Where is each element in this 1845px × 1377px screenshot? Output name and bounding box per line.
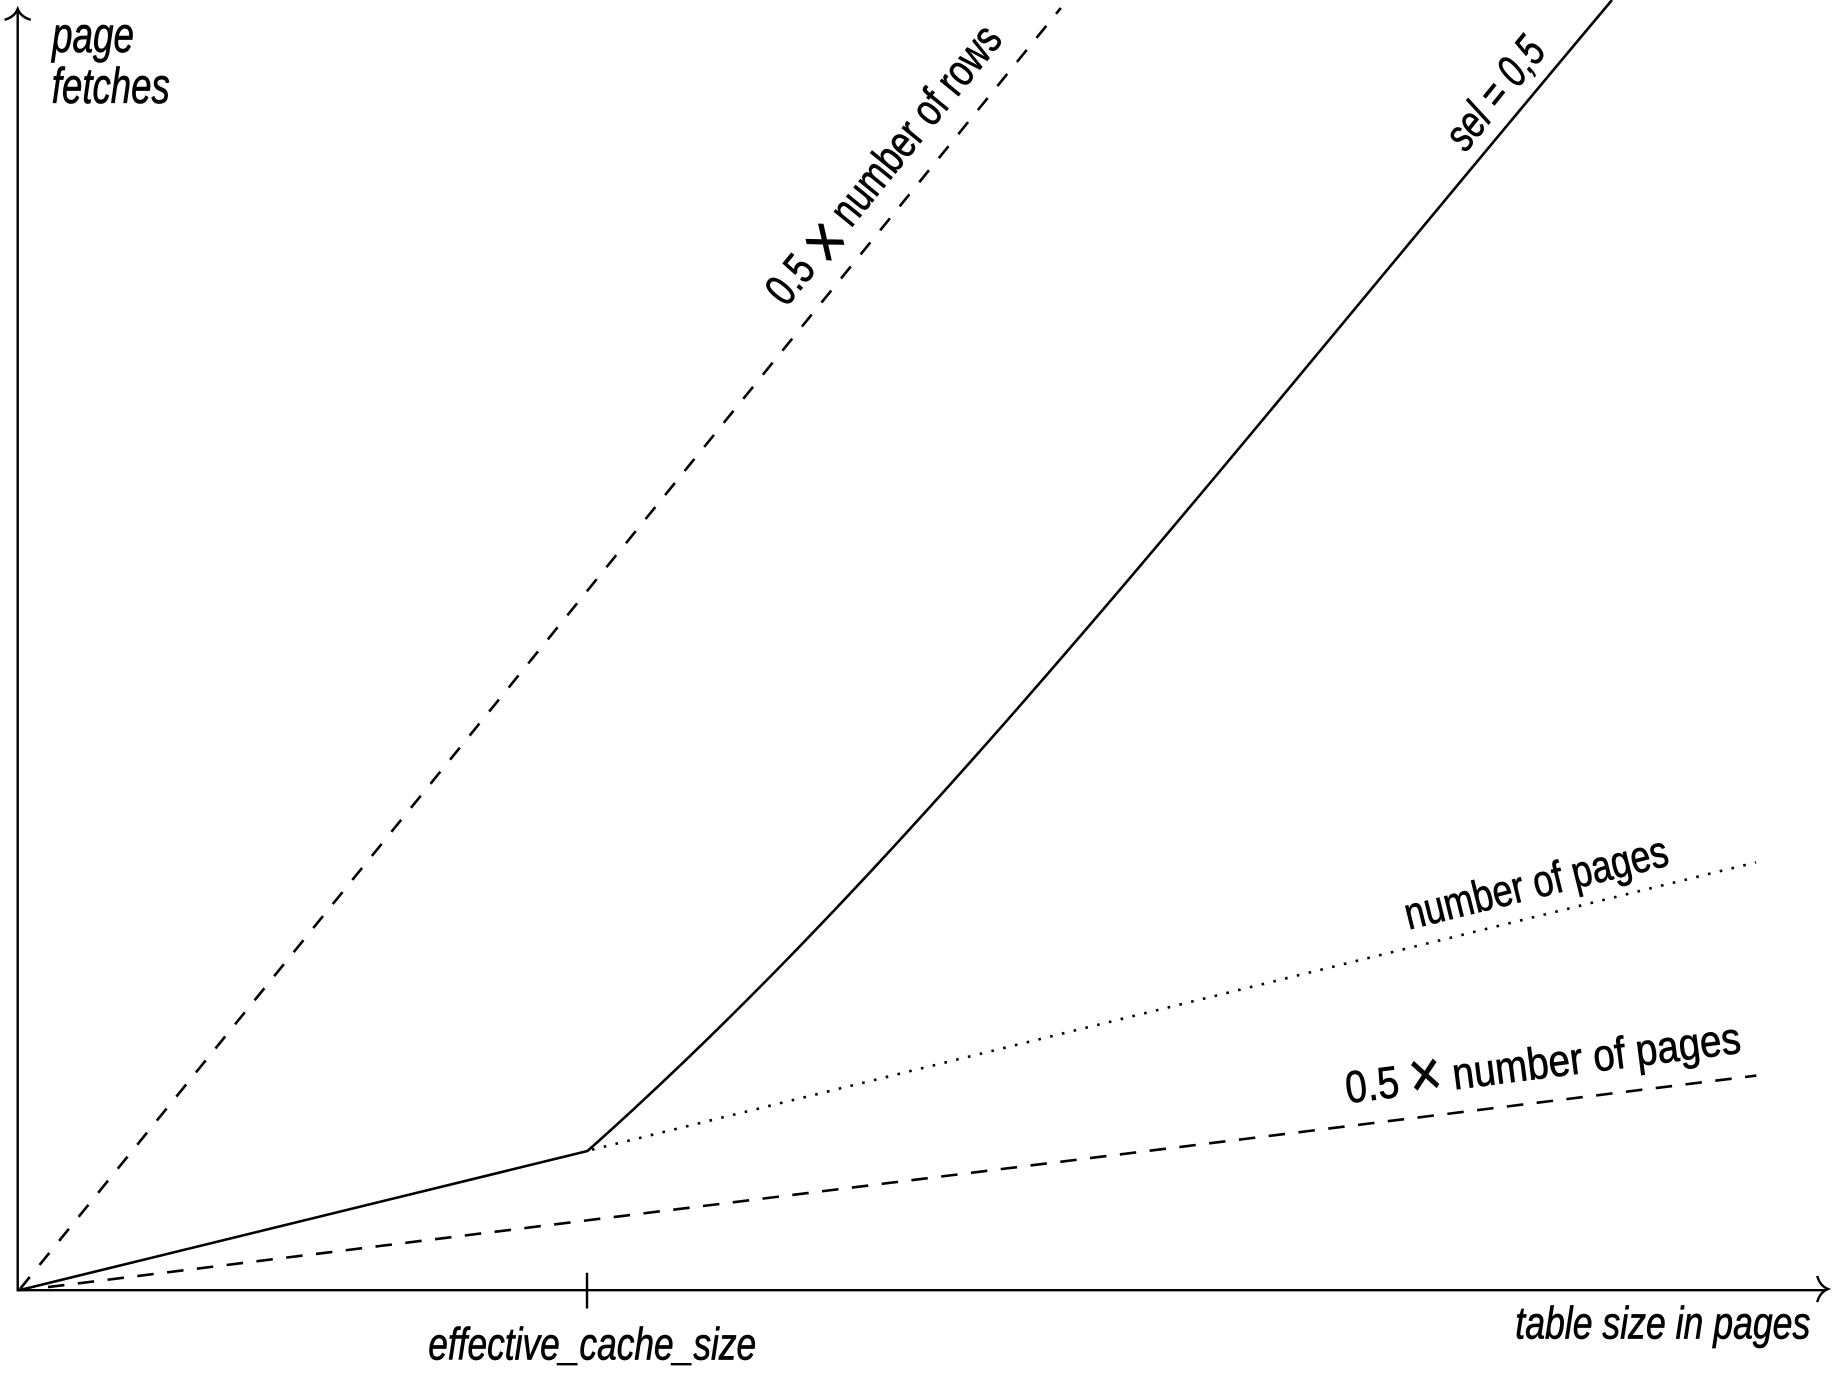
svg-text:table size in pages: table size in pages	[1515, 1298, 1810, 1349]
svg-text:page: page	[51, 7, 134, 63]
svg-text:0.5 × number of rows: 0.5 × number of rows	[744, 6, 1026, 326]
svg-text:number of pages: number of pages	[1399, 825, 1673, 939]
svg-text:effective_cache_size: effective_cache_size	[428, 1319, 756, 1370]
svg-text:fetches: fetches	[52, 58, 170, 114]
